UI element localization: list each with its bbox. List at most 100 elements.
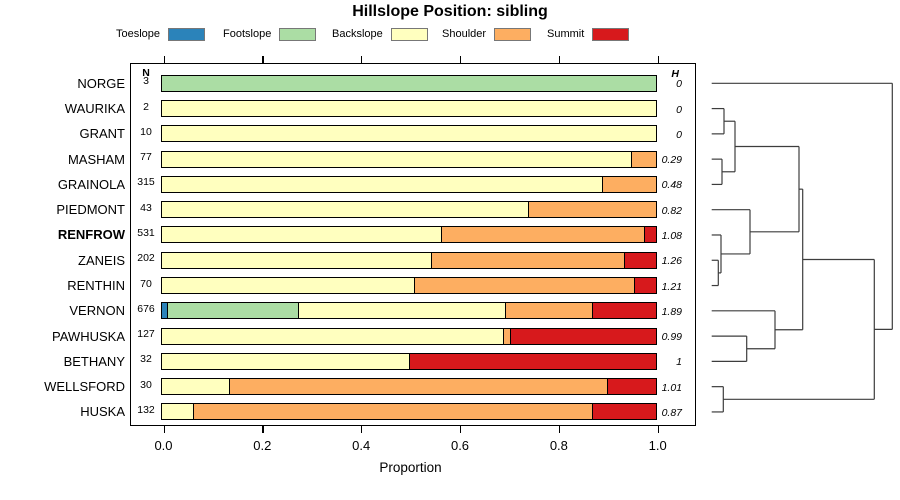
stacked-bar	[161, 226, 657, 244]
bar-segment-backslope	[162, 101, 656, 117]
bar-segment-summit	[623, 252, 656, 268]
n-value: 2	[143, 100, 149, 113]
n-value: 10	[140, 125, 152, 138]
row-label: RENTHIN	[67, 278, 125, 294]
legend-swatch	[494, 27, 532, 41]
axis-tick-top	[163, 56, 165, 63]
row-label: WELLSFORD	[44, 379, 125, 395]
legend-item: Footslope	[223, 26, 317, 42]
axis-tick-bottom	[657, 426, 659, 433]
legend-label: Toeslope	[116, 28, 161, 40]
axis-tick-bottom	[558, 426, 561, 433]
bar-segment-backslope	[162, 252, 432, 268]
bar-segment-backslope	[162, 202, 528, 218]
axis-tick-bottom	[262, 426, 264, 433]
stacked-bar	[161, 100, 657, 118]
row-label: PAWHUSKA	[52, 328, 125, 344]
bar-segment-backslope	[297, 303, 506, 319]
row-label: NORGE	[77, 75, 125, 91]
row-label: ZANEIS	[78, 252, 125, 268]
row-label: VERNON	[69, 303, 125, 319]
legend-item: Backslope	[332, 26, 428, 42]
h-value: 0.82	[661, 204, 682, 217]
legend-item: Summit	[547, 26, 630, 42]
h-value: 1.26	[661, 255, 682, 268]
bar-segment-summit	[606, 379, 656, 395]
h-value: 1.21	[661, 280, 682, 293]
axis-tick-label: 0.4	[352, 438, 371, 453]
bar-segment-shoulder	[631, 151, 656, 167]
h-value: 0.99	[661, 331, 682, 344]
h-value: 0.48	[661, 179, 682, 192]
n-value: 127	[137, 328, 155, 341]
legend-swatch	[279, 27, 317, 41]
stacked-bar	[161, 201, 657, 219]
bar-segment-shoulder	[502, 328, 511, 344]
bar-segment-shoulder	[228, 379, 607, 395]
n-value: 315	[137, 176, 155, 189]
bar-segment-backslope	[162, 404, 193, 420]
axis-tick-label: 0.8	[549, 438, 568, 453]
bar-segment-shoulder	[527, 202, 656, 218]
n-value: 77	[140, 151, 152, 164]
axis-tick-label: 1.0	[648, 438, 667, 453]
n-value: 531	[137, 226, 155, 239]
stacked-bar	[161, 74, 657, 92]
bar-segment-backslope	[162, 227, 442, 243]
axis-tick-bottom	[460, 426, 462, 433]
stacked-bar	[161, 251, 657, 269]
bar-segment-summit	[591, 303, 656, 319]
stacked-bar	[161, 378, 657, 396]
axis-tick-top	[262, 56, 264, 63]
stacked-bar	[161, 175, 657, 193]
stacked-bar	[161, 125, 657, 143]
axis-tick-top	[361, 56, 363, 63]
h-column-header: H	[671, 68, 679, 81]
bar-segment-shoulder	[192, 404, 592, 420]
axis-tick-label: 0.2	[253, 438, 272, 453]
bar-segment-shoulder	[441, 227, 644, 243]
bar-segment-backslope	[162, 176, 602, 192]
n-value: 132	[137, 403, 155, 416]
axis-tick-bottom	[361, 426, 363, 433]
bar-segment-shoulder	[431, 252, 624, 268]
row-label: MASHAM	[67, 151, 125, 167]
n-column-header: N	[142, 66, 150, 79]
row-label: WAURIKA	[64, 101, 125, 117]
legend-label: Footslope	[223, 28, 272, 40]
bar-segment-summit	[409, 353, 656, 369]
bar-segment-backslope	[162, 328, 503, 344]
legend-swatch	[168, 27, 206, 41]
bar-segment-backslope	[162, 278, 414, 294]
n-value: 202	[137, 252, 155, 265]
n-value: 70	[140, 277, 152, 290]
bar-segment-backslope	[162, 353, 409, 369]
bar-segment-shoulder	[601, 176, 656, 192]
row-label: HUSKA	[80, 404, 125, 420]
stacked-bar	[161, 352, 657, 370]
chart-title: Hillslope Position: sibling	[352, 3, 548, 20]
legend-item: Toeslope	[116, 26, 206, 42]
legend-label: Shoulder	[442, 28, 487, 40]
n-value: 3	[143, 75, 149, 88]
stacked-bar	[161, 277, 657, 295]
axis-tick-label: 0.0	[154, 438, 173, 453]
stacked-bar	[161, 150, 657, 168]
n-value: 32	[140, 353, 152, 366]
h-value: 0	[676, 128, 682, 141]
n-value: 676	[137, 302, 155, 315]
axis-tick-top	[558, 56, 561, 63]
stacked-bar	[161, 302, 657, 320]
row-label: BETHANY	[63, 353, 125, 369]
axis-tick-label: 0.6	[450, 438, 470, 453]
bar-segment-shoulder	[413, 278, 634, 294]
n-value: 30	[140, 378, 152, 391]
bar-segment-backslope	[162, 126, 656, 142]
legend-item: Shoulder	[442, 26, 532, 42]
h-value: 0.87	[661, 406, 682, 419]
legend-label: Summit	[547, 28, 585, 40]
bar-segment-toeslope	[162, 303, 167, 319]
x-axis-title: Proportion	[379, 460, 442, 475]
legend-swatch	[592, 27, 630, 41]
